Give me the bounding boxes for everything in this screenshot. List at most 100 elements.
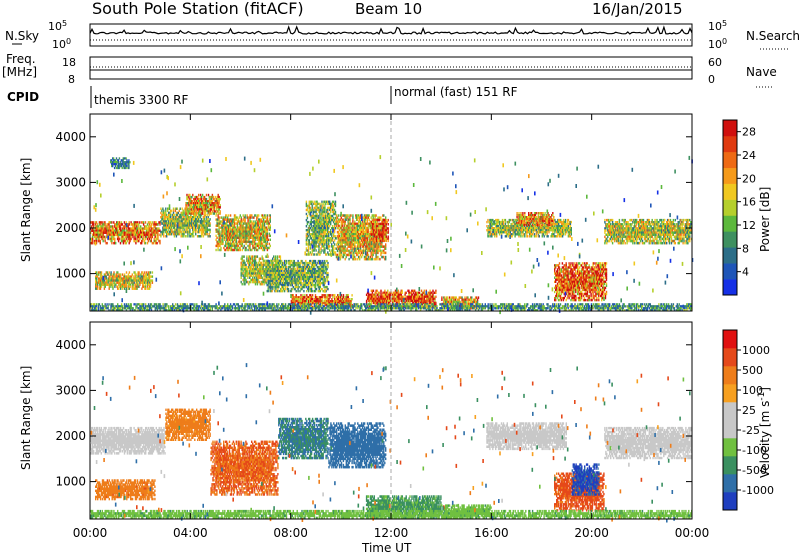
heatmap-cell [108, 221, 110, 224]
tick-exponent: 5 [62, 19, 67, 28]
heatmap-cell [113, 241, 115, 245]
heatmap-cell [99, 231, 101, 234]
heatmap-cell [116, 221, 119, 224]
heatmap-cell [239, 214, 241, 217]
heatmap-cell [333, 243, 336, 246]
heatmap-cell [115, 229, 117, 232]
heatmap-cell [111, 241, 113, 245]
heatmap-cell [269, 234, 271, 237]
heatmap-cell [102, 237, 104, 241]
heatmap-cell [101, 221, 103, 224]
heatmap-cell [187, 235, 189, 238]
heatmap-cell [110, 233, 112, 237]
heatmap-cell [92, 231, 95, 234]
heatmap-cell [268, 246, 271, 250]
heatmap-cell [176, 207, 178, 210]
heatmap-cell [109, 225, 111, 228]
heatmap-cell [330, 210, 332, 214]
heatmap-cell [101, 235, 103, 239]
heatmap-cell [95, 231, 98, 234]
heatmap-cell [106, 241, 108, 245]
heatmap-cell [311, 200, 313, 203]
heatmap-cell [271, 289, 273, 293]
heatmap-cell [109, 231, 111, 234]
heatmap-cell [115, 223, 117, 226]
heatmap-cell [112, 227, 114, 230]
heatmap-cell [103, 227, 105, 230]
heatmap-cell [219, 212, 221, 215]
heatmap-cell [112, 225, 114, 228]
heatmap-cell [93, 239, 96, 243]
heatmap-cell [269, 228, 271, 231]
heatmap-cell [94, 231, 97, 234]
heatmap-cell [107, 223, 109, 226]
heatmap-cell [106, 235, 108, 239]
heatmap-cell [316, 200, 318, 203]
heatmap-cell [106, 225, 108, 228]
heatmap-cell [239, 248, 241, 252]
heatmap-cell [163, 235, 165, 238]
heatmap-cell [228, 214, 230, 217]
heatmap-cell [106, 231, 108, 234]
heatmap-cell [115, 241, 117, 245]
heatmap-cell [95, 235, 98, 239]
heatmap-cell [173, 213, 176, 217]
heatmap-cell [219, 230, 221, 233]
heatmap-cell [90, 241, 92, 245]
heatmap-cell [249, 244, 251, 248]
heatmap-cell [92, 223, 95, 226]
heatmap-cell [251, 214, 253, 217]
heatmap-cell [96, 223, 99, 226]
heatmap-cell [110, 239, 112, 243]
heatmap-cell [261, 214, 264, 217]
heatmap-cell [96, 231, 99, 234]
heatmap-cell [114, 239, 116, 243]
heatmap-cell [129, 285, 131, 288]
heatmap-cell [110, 221, 112, 224]
tick-exponent: 0 [722, 37, 727, 46]
heatmap-cell [272, 261, 274, 265]
heatmap-cell [244, 214, 246, 217]
heatmap-cell [217, 248, 219, 252]
heatmap-cell [114, 241, 116, 245]
heatmap-cell [146, 271, 148, 274]
heatmap-cell [334, 200, 337, 203]
heatmap-cell [103, 229, 105, 232]
heatmap-cell [91, 237, 94, 241]
heatmap-cell [327, 287, 329, 291]
heatmap-cell [102, 239, 104, 243]
heatmap-cell [166, 213, 168, 217]
heatmap-cell [116, 225, 118, 228]
heatmap-cell [102, 231, 104, 234]
heatmap-cell [101, 229, 103, 232]
heatmap-cell [195, 232, 197, 236]
heatmap-cell [240, 276, 242, 279]
cpid-segment-1: themis 3300 RF [94, 93, 188, 107]
heatmap-cell [92, 221, 95, 224]
heatmap-cell [99, 225, 101, 228]
heatmap-cell [111, 227, 113, 230]
heatmap-cell [138, 271, 140, 274]
heatmap-cell [306, 214, 309, 218]
heatmap-cell [315, 287, 318, 291]
heatmap-cell [329, 225, 331, 228]
heatmap-cell [110, 271, 112, 274]
heatmap-cell [269, 214, 271, 217]
heatmap-cell [159, 241, 161, 245]
heatmap-cell [116, 227, 118, 230]
heatmap-cell [261, 276, 263, 279]
heatmap-cell [110, 231, 112, 234]
heatmap-cell [113, 235, 115, 239]
heatmap-cell [91, 237, 93, 241]
heatmap-cell [125, 271, 128, 274]
heatmap-cell [115, 231, 117, 234]
heatmap-cell [113, 229, 115, 232]
heatmap-cell [104, 221, 106, 224]
heatmap-cell [95, 221, 98, 224]
tick-exponent: 0 [66, 37, 71, 46]
heatmap-cell [109, 229, 111, 232]
heatmap-cell [234, 214, 237, 217]
heatmap-cell [108, 271, 110, 274]
heatmap-cell [215, 248, 217, 252]
